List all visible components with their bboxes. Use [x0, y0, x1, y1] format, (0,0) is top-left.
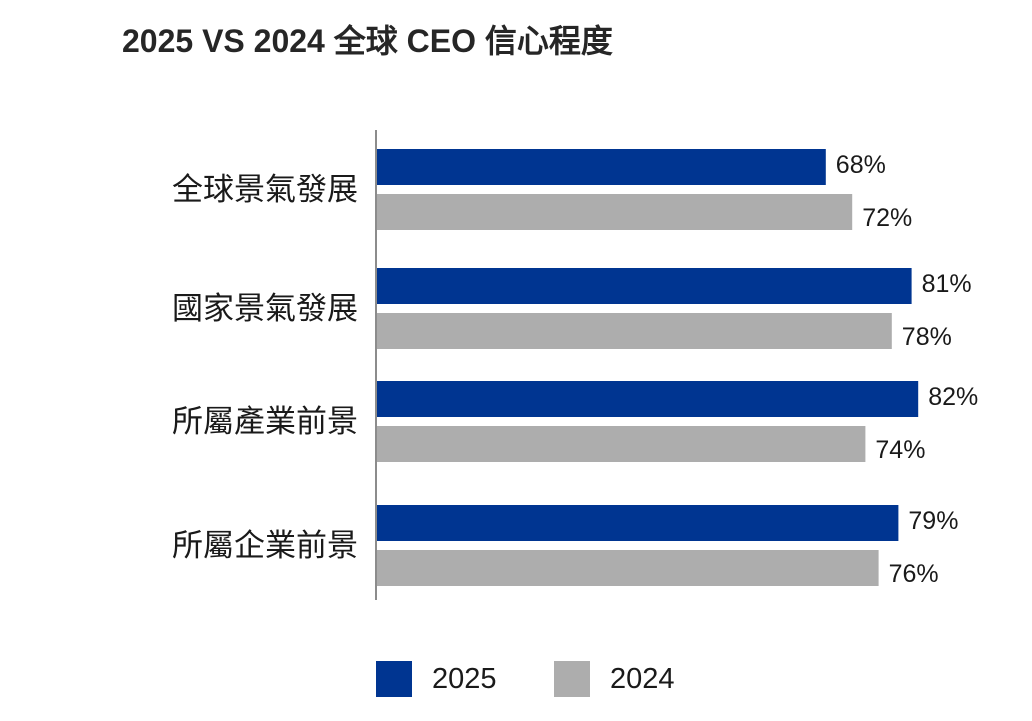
- bar-2025: [377, 381, 919, 417]
- legend-label: 2024: [610, 663, 675, 695]
- data-label: 76%: [889, 560, 939, 588]
- category-label: 所屬企業前景: [172, 528, 358, 563]
- data-label: 81%: [922, 270, 972, 298]
- legend: 2025 2024: [376, 661, 675, 697]
- data-label: 68%: [836, 151, 886, 179]
- category-label: 全球景氣發展: [172, 172, 358, 207]
- data-label: 79%: [908, 507, 958, 535]
- bar-2025: [377, 505, 899, 541]
- bar-2024: [377, 194, 853, 230]
- bar-2024: [377, 426, 866, 462]
- data-label: 78%: [902, 323, 952, 351]
- chart-title: 2025 VS 2024 全球 CEO 信心程度: [122, 23, 613, 59]
- data-label: 82%: [928, 383, 978, 411]
- category-label: 所屬產業前景: [172, 404, 358, 439]
- bar-2024: [377, 550, 879, 586]
- legend-swatch-2024: [554, 661, 590, 697]
- bars: [377, 149, 919, 586]
- legend-swatch-2025: [376, 661, 412, 697]
- bar-2024: [377, 313, 892, 349]
- legend-label: 2025: [432, 663, 497, 695]
- bar-2025: [377, 149, 826, 185]
- value-labels: 68% 72% 81% 78% 82%74% 79% 76%: [836, 151, 978, 588]
- category-label: 國家景氣發展: [172, 291, 358, 326]
- data-label: 74%: [875, 436, 925, 464]
- data-label: 72%: [862, 204, 912, 232]
- bar-2025: [377, 268, 912, 304]
